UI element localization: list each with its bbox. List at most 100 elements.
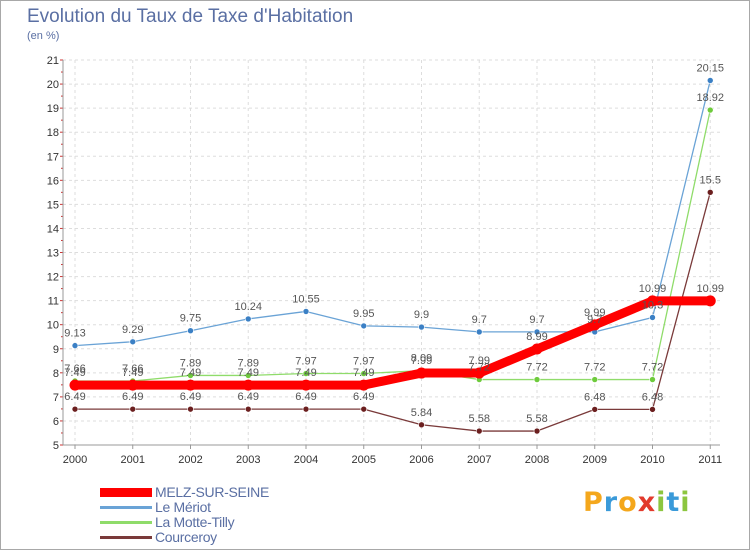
logo-letter: x bbox=[637, 487, 657, 518]
y-tick-label: 15 bbox=[47, 199, 59, 211]
x-tick-label: 2004 bbox=[294, 454, 318, 466]
data-point bbox=[475, 328, 483, 336]
legend-swatch bbox=[100, 488, 152, 497]
chart-title: Evolution du Taux de Taxe d'Habitation bbox=[27, 6, 354, 27]
data-label: 9.13 bbox=[64, 328, 85, 340]
data-label: 6.49 bbox=[353, 391, 374, 403]
data-point bbox=[533, 427, 541, 435]
data-label: 9.7 bbox=[472, 314, 487, 326]
x-tick-label: 2000 bbox=[63, 454, 87, 466]
data-label: 18.92 bbox=[696, 92, 724, 104]
data-point bbox=[302, 370, 310, 377]
y-tick-label: 14 bbox=[47, 223, 59, 235]
data-point bbox=[706, 77, 714, 84]
data-label: 7.97 bbox=[295, 356, 316, 368]
series-layer bbox=[69, 77, 716, 435]
logo-letter: i bbox=[680, 487, 691, 518]
y-tick-label: 11 bbox=[48, 296, 59, 308]
data-label: 15.5 bbox=[700, 174, 721, 186]
data-label: 6.49 bbox=[122, 391, 143, 403]
data-point bbox=[244, 315, 252, 323]
x-tick-label: 2001 bbox=[121, 454, 145, 466]
x-tick-label: 2010 bbox=[640, 454, 664, 466]
legend-swatch bbox=[100, 521, 152, 524]
data-point bbox=[244, 372, 252, 379]
data-point bbox=[187, 372, 194, 379]
data-point bbox=[591, 406, 599, 413]
axes: 5 6 7 8 9 10 11 12 13 14 15 16 17 18 19 20 21 2000 2001 200… bbox=[47, 55, 722, 466]
data-label: 5.58 bbox=[526, 413, 547, 425]
data-label: 8.99 bbox=[526, 331, 547, 343]
data-label: 7.49 bbox=[295, 367, 316, 379]
x-tick-label: 2002 bbox=[178, 454, 202, 466]
data-label: 7.72 bbox=[469, 362, 490, 374]
x-tick-label: 2003 bbox=[236, 454, 260, 466]
y-tick-label: 20 bbox=[47, 79, 59, 91]
data-point bbox=[473, 367, 485, 379]
data-label: 9.7 bbox=[529, 314, 544, 326]
data-point bbox=[416, 367, 427, 379]
legend-label: Courceroy bbox=[155, 529, 217, 545]
logo-letter: i bbox=[656, 487, 667, 518]
data-label: 6.49 bbox=[180, 391, 201, 403]
data-point bbox=[187, 327, 194, 335]
data-point bbox=[649, 314, 656, 321]
data-label: 7.49 bbox=[238, 367, 259, 379]
data-point bbox=[71, 405, 79, 413]
data-point bbox=[300, 379, 312, 391]
data-label: 10.55 bbox=[292, 293, 320, 305]
data-label: 7.72 bbox=[526, 362, 547, 374]
y-tick-label: 16 bbox=[47, 175, 59, 187]
x-tick-label: 2011 bbox=[698, 454, 722, 466]
y-tick-label: 7 bbox=[53, 392, 59, 404]
series-line-2 bbox=[74, 109, 711, 382]
x-tick-label: 2006 bbox=[409, 454, 433, 466]
data-label: 7.89 bbox=[180, 357, 201, 369]
y-tick-label: 6 bbox=[53, 416, 59, 428]
y-tick-label: 10 bbox=[47, 320, 59, 332]
data-point bbox=[704, 295, 716, 307]
data-point bbox=[649, 376, 656, 383]
data-point bbox=[129, 338, 137, 346]
data-label: 9.99 bbox=[584, 307, 605, 319]
y-tick-label: 9 bbox=[53, 344, 59, 356]
proxiti-logo: Proxiti bbox=[583, 487, 691, 518]
data-point bbox=[418, 421, 425, 429]
data-label: 7.99 bbox=[469, 355, 490, 367]
data-point bbox=[475, 427, 483, 435]
data-point bbox=[647, 295, 658, 307]
chart-subtitle: (en %) bbox=[27, 30, 60, 42]
data-point bbox=[242, 379, 254, 391]
legend-swatch bbox=[100, 506, 152, 509]
data-point bbox=[533, 376, 541, 383]
data-label: 7.49 bbox=[353, 367, 374, 379]
legend-swatch bbox=[100, 536, 152, 539]
data-label: 8.09 bbox=[411, 353, 432, 365]
data-label: 7.66 bbox=[122, 363, 143, 375]
data-point bbox=[533, 328, 541, 336]
logo-letter: r bbox=[603, 487, 619, 518]
value-labels: 9.13 9.29 9.75 10.24 10.55 9.95 9.9 9.7 9.7 9.7 10… bbox=[64, 62, 724, 425]
data-label: 9.7 bbox=[587, 314, 602, 326]
series-line-1 bbox=[74, 79, 711, 347]
y-tick-label: 17 bbox=[47, 151, 59, 163]
data-point bbox=[360, 370, 368, 377]
data-label: 20.15 bbox=[696, 62, 724, 74]
data-point bbox=[360, 322, 368, 330]
y-tick-label: 18 bbox=[47, 127, 59, 139]
data-label: 10.99 bbox=[696, 283, 724, 295]
data-point bbox=[127, 379, 139, 391]
y-tick-label: 12 bbox=[47, 272, 59, 284]
data-point bbox=[129, 405, 137, 413]
data-point bbox=[360, 405, 368, 413]
data-label: 7.99 bbox=[411, 355, 432, 367]
data-label: 7.49 bbox=[180, 367, 201, 379]
x-tick-label: 2008 bbox=[525, 454, 549, 466]
data-point bbox=[71, 342, 79, 349]
data-label: 6.49 bbox=[64, 391, 85, 403]
data-label: 10.3 bbox=[642, 299, 663, 311]
data-point bbox=[649, 406, 656, 413]
data-label: 6.48 bbox=[584, 391, 605, 403]
